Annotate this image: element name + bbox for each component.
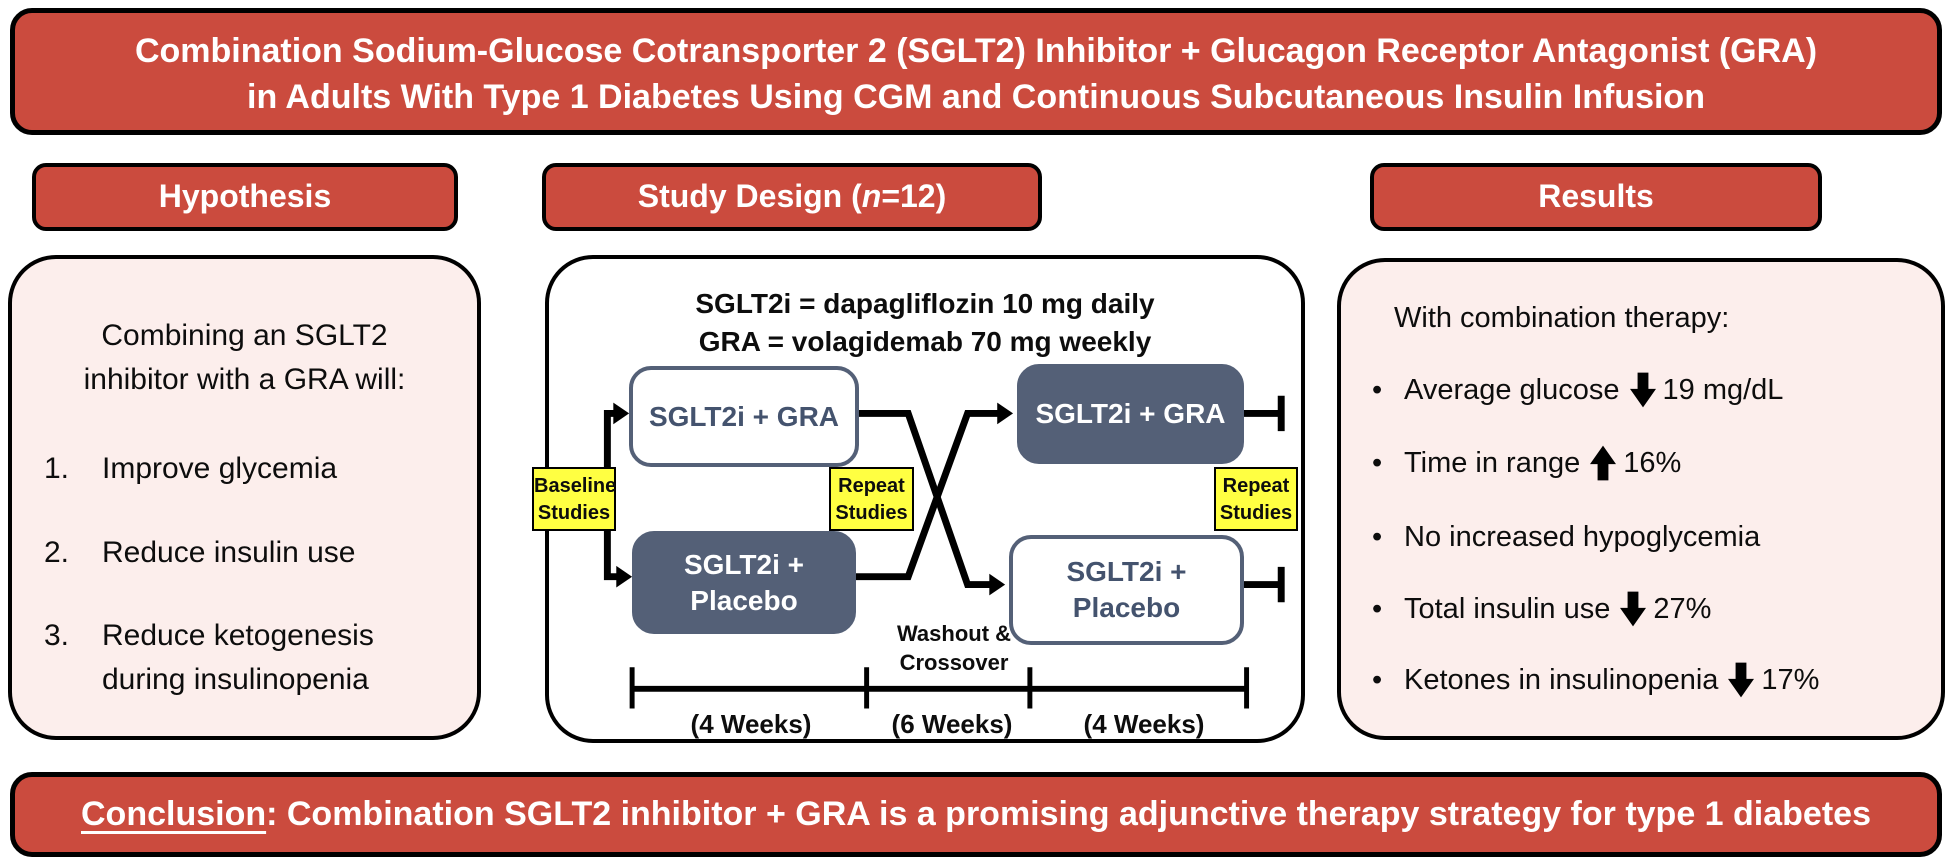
- arm-box-sglt2i-placebo-period2: SGLT2i + Placebo: [1009, 535, 1244, 645]
- result-value: 16%: [1623, 447, 1682, 479]
- item-text: Improve glycemia: [102, 452, 338, 485]
- washout-crossover-label: Washout & Crossover: [896, 621, 1012, 675]
- item-text: Reduce ketogenesis during insulinopenia: [102, 619, 374, 696]
- item-text: Reduce insulin use: [102, 536, 356, 569]
- result-text: Average glucose: [1404, 374, 1620, 406]
- bullet-dot: •: [1372, 447, 1383, 479]
- hypothesis-panel: Combining an SGLT2 inhibitor with a GRA …: [8, 255, 481, 740]
- item-number: 2.: [44, 536, 70, 569]
- result-total-insulin: • Total insulin use 27%: [1341, 591, 1941, 627]
- conclusion-banner: Conclusion: Combination SGLT2 inhibitor …: [10, 772, 1942, 857]
- bullet-dot: •: [1372, 664, 1383, 696]
- down-arrow-icon: [1629, 372, 1656, 408]
- result-time-in-range: • Time in range 16%: [1341, 445, 1941, 481]
- study-design-panel: SGLT2i = dapagliflozin 10 mg daily GRA =…: [532, 255, 1305, 743]
- result-value: 19 mg/dL: [1662, 374, 1784, 406]
- title-banner: Combination Sodium-Glucose Cotransporter…: [10, 8, 1942, 135]
- results-header: Results: [1370, 163, 1822, 231]
- drug-legend: SGLT2i = dapagliflozin 10 mg daily GRA =…: [549, 285, 1301, 361]
- legend-sglt2i: SGLT2i = dapagliflozin 10 mg daily: [695, 288, 1155, 319]
- flow-arrows: [603, 395, 1285, 709]
- study-design-header-pre: Study Design (: [637, 178, 862, 214]
- down-arrow-icon: [1620, 591, 1647, 627]
- study-design-header-post: =12): [881, 178, 947, 214]
- up-arrow-icon: [1590, 445, 1617, 481]
- hypothesis-intro-line2: inhibitor with a GRA will:: [83, 363, 406, 396]
- result-value: 17%: [1761, 664, 1820, 696]
- results-intro: With combination therapy:: [1394, 302, 1730, 334]
- item-number: 3.: [44, 619, 70, 652]
- hypothesis-intro: Combining an SGLT2 inhibitor with a GRA …: [12, 314, 477, 402]
- legend-gra: GRA = volagidemab 70 mg weekly: [698, 326, 1152, 357]
- results-panel: With combination therapy: • Average gluc…: [1337, 258, 1945, 740]
- study-design-n: n: [861, 178, 882, 214]
- arm-box-sglt2i-gra-period1: SGLT2i + GRA: [629, 366, 859, 467]
- hypothesis-header: Hypothesis: [32, 163, 458, 231]
- conclusion-text: : Combination SGLT2 inhibitor + GRA is a…: [266, 795, 1871, 833]
- result-average-glucose: • Average glucose 19 mg/dL: [1341, 372, 1941, 408]
- arm-box-sglt2i-gra-period2: SGLT2i + GRA: [1017, 364, 1244, 464]
- item-number: 1.: [44, 452, 70, 485]
- result-text: Ketones in insulinopenia: [1404, 664, 1719, 696]
- down-arrow-icon: [1728, 662, 1755, 698]
- result-hypoglycemia: • No increased hypoglycemia: [1341, 519, 1941, 555]
- result-text: Total insulin use: [1404, 593, 1611, 625]
- result-text: No increased hypoglycemia: [1404, 521, 1761, 553]
- result-ketones: • Ketones in insulinopenia 17%: [1341, 662, 1941, 698]
- repeat-studies-label-right: Repeat Studies: [1214, 467, 1298, 531]
- bullet-dot: •: [1372, 521, 1383, 553]
- hypothesis-intro-line1: Combining an SGLT2: [101, 319, 388, 352]
- bullet-dot: •: [1372, 593, 1383, 625]
- result-value: 27%: [1653, 593, 1712, 625]
- title-line2: in Adults With Type 1 Diabetes Using CGM…: [247, 78, 1705, 116]
- bullet-dot: •: [1372, 374, 1383, 406]
- repeat-studies-label-mid: Repeat Studies: [829, 467, 914, 531]
- conclusion-label: Conclusion: [81, 795, 267, 833]
- timeline-segment3-label: (4 Weeks): [1083, 709, 1205, 739]
- title-line1: Combination Sodium-Glucose Cotransporter…: [134, 32, 1818, 70]
- baseline-studies-label: Baseline Studies: [532, 467, 616, 531]
- arm-box-sglt2i-placebo-period1: SGLT2i + Placebo: [632, 531, 856, 634]
- result-text: Time in range: [1404, 447, 1581, 479]
- timeline-segment1-label: (4 Weeks): [690, 709, 812, 739]
- timeline-segment2-label: (6 Weeks): [891, 709, 1013, 739]
- study-design-header: Study Design (n=12): [542, 163, 1042, 231]
